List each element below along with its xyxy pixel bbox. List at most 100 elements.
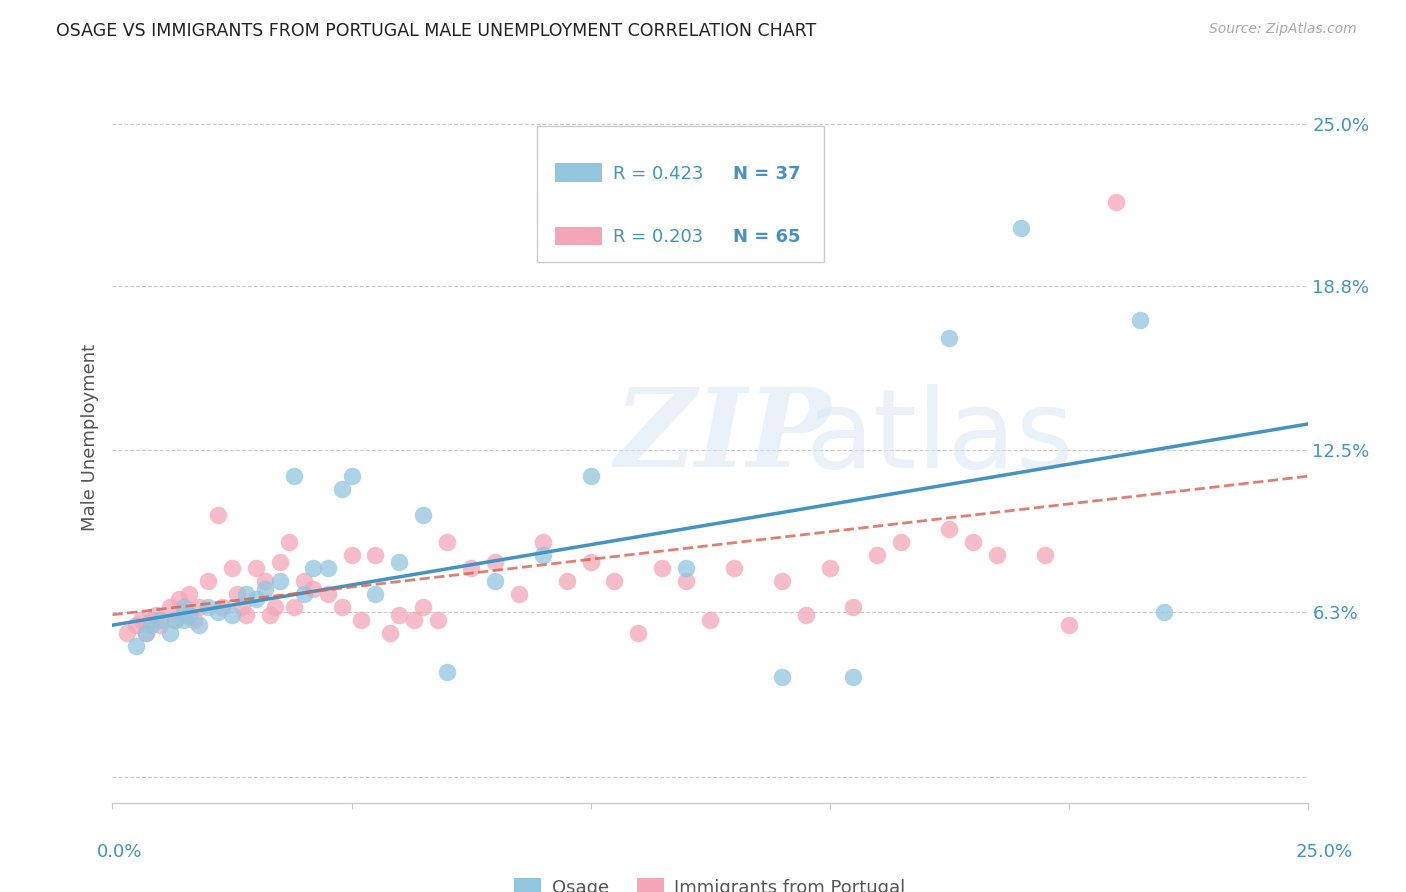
Point bbox=[302, 582, 325, 596]
Point bbox=[508, 587, 530, 601]
Point bbox=[302, 560, 325, 574]
Point bbox=[388, 607, 411, 622]
Point bbox=[135, 626, 157, 640]
Point bbox=[866, 548, 889, 562]
Text: 25.0%: 25.0% bbox=[1296, 843, 1353, 861]
Point bbox=[531, 548, 554, 562]
Point bbox=[890, 534, 912, 549]
Point bbox=[197, 599, 219, 614]
Point bbox=[388, 556, 411, 570]
Point bbox=[235, 587, 257, 601]
Point bbox=[187, 618, 209, 632]
Point bbox=[340, 548, 363, 562]
Point bbox=[173, 607, 195, 622]
Point bbox=[364, 587, 387, 601]
Point bbox=[235, 607, 257, 622]
Point bbox=[555, 574, 578, 588]
Point bbox=[163, 613, 186, 627]
Point bbox=[1129, 312, 1152, 326]
Point bbox=[484, 574, 506, 588]
Point bbox=[264, 599, 287, 614]
Point bbox=[1010, 221, 1032, 235]
Point bbox=[177, 587, 200, 601]
Point bbox=[292, 587, 315, 601]
Point bbox=[316, 560, 339, 574]
Point bbox=[316, 587, 339, 601]
Point bbox=[269, 556, 291, 570]
Point bbox=[115, 626, 138, 640]
Point bbox=[183, 613, 205, 627]
Point bbox=[259, 607, 281, 622]
Point bbox=[794, 607, 817, 622]
FancyBboxPatch shape bbox=[554, 227, 602, 245]
Point bbox=[1153, 605, 1175, 619]
Point bbox=[173, 599, 195, 614]
Point bbox=[378, 626, 401, 640]
Point bbox=[1105, 194, 1128, 209]
Point bbox=[579, 556, 602, 570]
Point bbox=[770, 574, 793, 588]
Point bbox=[221, 607, 243, 622]
Point bbox=[177, 607, 200, 622]
Point bbox=[723, 560, 745, 574]
Point bbox=[169, 592, 191, 607]
Point bbox=[283, 469, 305, 483]
Point bbox=[938, 331, 960, 345]
Point bbox=[187, 599, 209, 614]
Point bbox=[627, 626, 650, 640]
Text: R = 0.203: R = 0.203 bbox=[613, 228, 704, 246]
Point bbox=[278, 534, 301, 549]
Point bbox=[340, 469, 363, 483]
Point bbox=[770, 670, 793, 684]
Text: N = 37: N = 37 bbox=[733, 165, 800, 183]
Point bbox=[412, 599, 434, 614]
Point bbox=[412, 508, 434, 523]
Point bbox=[675, 574, 697, 588]
Point bbox=[207, 508, 229, 523]
Point bbox=[135, 626, 157, 640]
Point bbox=[283, 599, 305, 614]
Point bbox=[221, 560, 243, 574]
Point bbox=[436, 665, 458, 680]
Text: atlas: atlas bbox=[806, 384, 1074, 491]
Point bbox=[292, 574, 315, 588]
Point bbox=[460, 560, 482, 574]
Point bbox=[350, 613, 373, 627]
Point bbox=[330, 483, 353, 497]
Point bbox=[254, 582, 277, 596]
Point bbox=[173, 613, 195, 627]
Point bbox=[436, 534, 458, 549]
Point bbox=[986, 548, 1008, 562]
Point bbox=[699, 613, 721, 627]
Point bbox=[818, 560, 841, 574]
Y-axis label: Male Unemployment: Male Unemployment bbox=[80, 343, 98, 531]
Point bbox=[675, 560, 697, 574]
Point bbox=[125, 639, 148, 653]
FancyBboxPatch shape bbox=[554, 163, 602, 182]
Point bbox=[245, 592, 267, 607]
Point bbox=[149, 613, 172, 627]
Point bbox=[531, 534, 554, 549]
Point bbox=[129, 613, 152, 627]
Point bbox=[125, 618, 148, 632]
FancyBboxPatch shape bbox=[537, 126, 824, 261]
Point bbox=[159, 599, 181, 614]
Point bbox=[330, 599, 353, 614]
Point bbox=[842, 599, 865, 614]
Point bbox=[364, 548, 387, 562]
Point bbox=[651, 560, 673, 574]
Point bbox=[484, 556, 506, 570]
Point bbox=[231, 599, 253, 614]
Point bbox=[842, 670, 865, 684]
Point bbox=[149, 618, 172, 632]
Point bbox=[145, 607, 167, 622]
Legend: Osage, Immigrants from Portugal: Osage, Immigrants from Portugal bbox=[508, 871, 912, 892]
Text: ZIP: ZIP bbox=[614, 384, 831, 491]
Point bbox=[139, 618, 162, 632]
Point bbox=[197, 574, 219, 588]
Point bbox=[245, 560, 267, 574]
Point bbox=[579, 469, 602, 483]
Text: OSAGE VS IMMIGRANTS FROM PORTUGAL MALE UNEMPLOYMENT CORRELATION CHART: OSAGE VS IMMIGRANTS FROM PORTUGAL MALE U… bbox=[56, 22, 817, 40]
Point bbox=[1057, 618, 1080, 632]
Point bbox=[225, 587, 247, 601]
